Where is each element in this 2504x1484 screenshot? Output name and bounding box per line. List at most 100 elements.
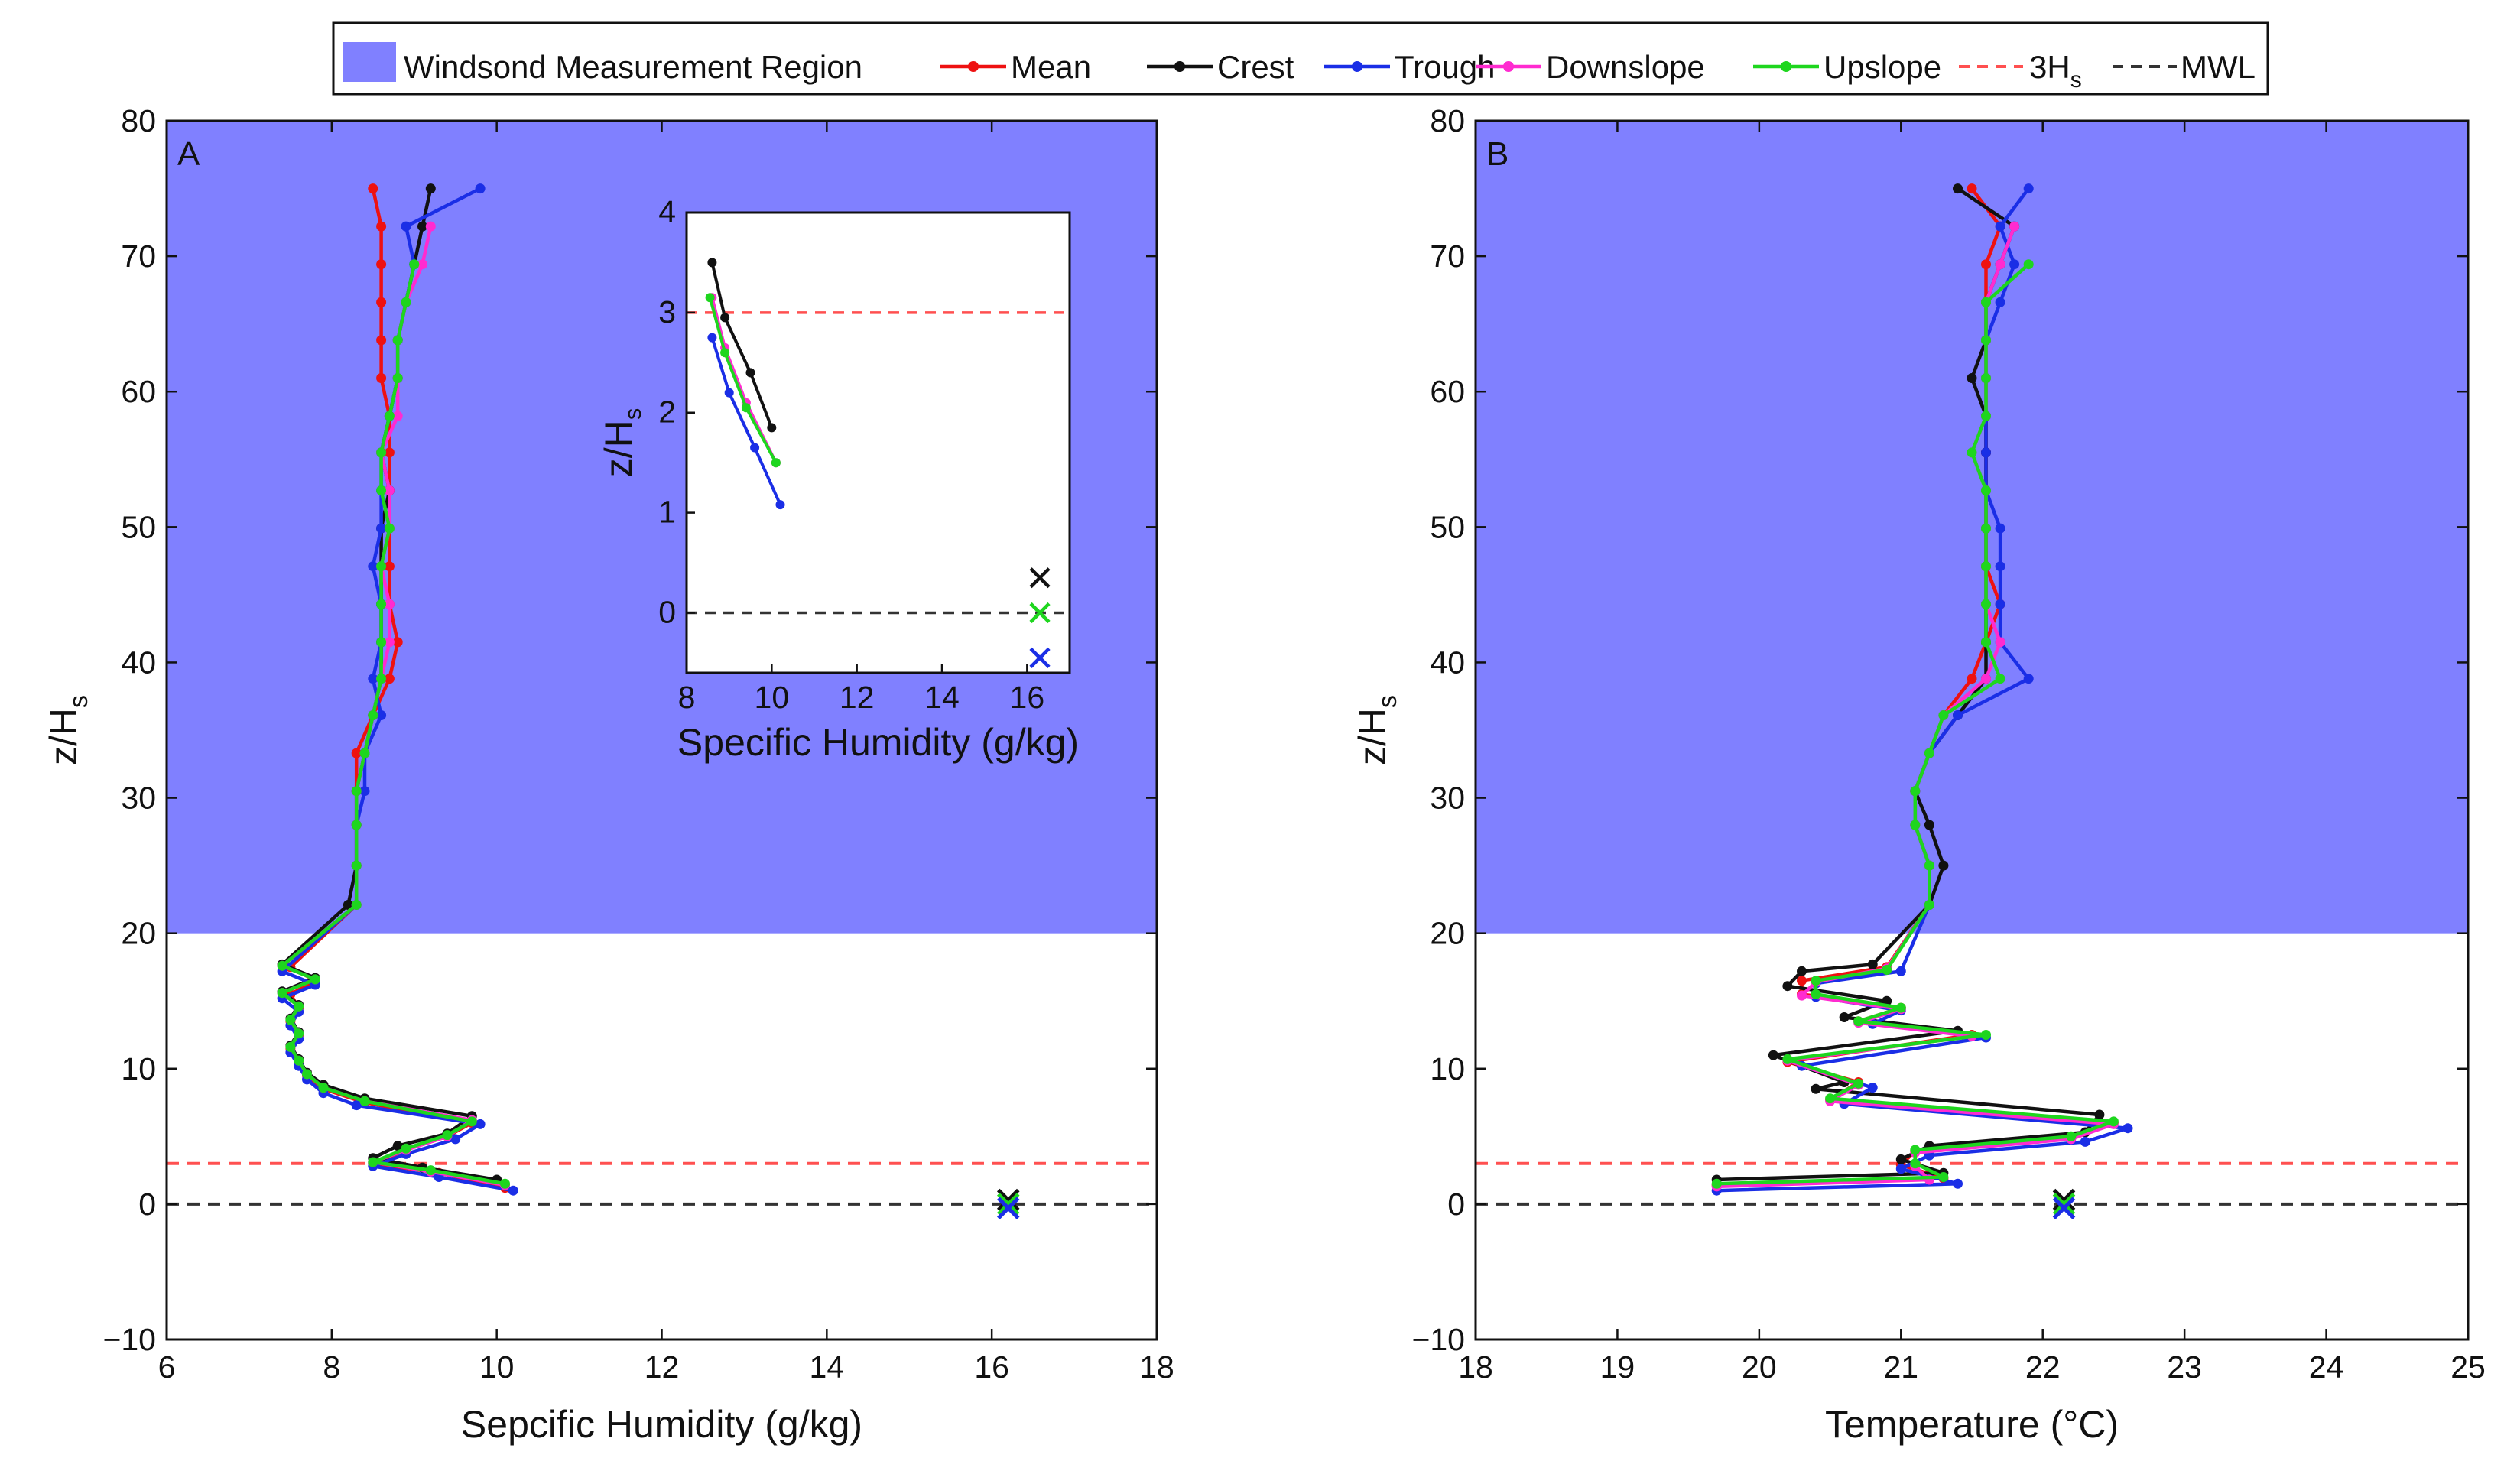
- data-point-trough: [351, 1100, 362, 1111]
- legend: Windsond Measurement Region Mean Crest Trou…: [332, 21, 2269, 96]
- data-point-upslope: [401, 297, 411, 307]
- inset-x-tick-label: 12: [840, 680, 875, 715]
- data-point-upslope: [1981, 637, 1991, 648]
- data-point-upslope: [1981, 485, 1991, 495]
- data-point-trough: [1953, 1178, 1963, 1189]
- y-tick-label: 0: [138, 1187, 156, 1222]
- y-tick-label: 70: [1430, 239, 1465, 274]
- cross-marker-crest: [2052, 1188, 2076, 1212]
- data-point-trough: [2080, 1136, 2090, 1147]
- data-point-upslope: [1938, 710, 1949, 720]
- data-point-crest: [2094, 1109, 2105, 1120]
- legend-item-mwl: MWL: [2113, 49, 2256, 85]
- y-tick-label: 20: [121, 916, 156, 951]
- x-tick-label: 21: [1883, 1349, 1918, 1385]
- data-point-upslope: [310, 974, 320, 985]
- cross-marker-upslope: [996, 1193, 1020, 1216]
- data-point-upslope: [1924, 900, 1934, 910]
- data-point-crest: [1811, 1083, 1821, 1094]
- data-point-upslope: [318, 1083, 329, 1093]
- y-tick-label: 20: [1430, 916, 1465, 951]
- cross-marker-trough-inset: [1029, 647, 1051, 668]
- data-point-trough: [1867, 1083, 1878, 1093]
- inset-y-axis-label-text: z/Hs: [597, 408, 646, 478]
- data-point-upslope: [1910, 786, 1921, 797]
- data-point-mean: [1797, 976, 1807, 986]
- data-point-trough: [2122, 1123, 2133, 1134]
- data-point-downslope: [2009, 221, 2020, 232]
- legend-label-region: Windsond Measurement Region: [404, 49, 862, 85]
- data-point-trough: [1995, 221, 2005, 232]
- data-point-upslope: [1711, 1178, 1722, 1189]
- data-point-upslope: [1910, 820, 1921, 830]
- legend-item-region: Windsond Measurement Region: [343, 42, 862, 85]
- data-point-upslope: [1981, 523, 1991, 534]
- x-tick-label: 6: [158, 1349, 176, 1385]
- data-point-trough: [401, 221, 411, 232]
- data-point-mean: [384, 561, 395, 572]
- data-point-trough-inset: [775, 500, 785, 510]
- data-point-upslope: [285, 1041, 296, 1052]
- data-point-upslope-inset: [771, 458, 781, 468]
- data-point-mean: [392, 637, 403, 648]
- data-point-crest: [1924, 820, 1934, 830]
- data-point-upslope: [351, 860, 362, 871]
- data-point-upslope: [2023, 259, 2034, 270]
- inset-y-tick-label: 0: [658, 594, 676, 629]
- data-point-upslope: [2108, 1116, 2119, 1127]
- cross-marker-trough: [996, 1197, 1020, 1219]
- inset-y-axis-label: z/Hs: [597, 408, 646, 478]
- y-axis-label: z/Hs: [1351, 695, 1402, 765]
- series-line-crest-inset: [710, 261, 774, 429]
- data-point-upslope: [1981, 561, 1991, 572]
- cross-marker-trough: [2052, 1197, 2076, 1219]
- legend-marker-downslope: [1503, 61, 1514, 72]
- data-point-crest-inset: [767, 423, 777, 433]
- y-tick-label: −10: [1411, 1322, 1465, 1357]
- cross-marker-upslope-inset: [1029, 602, 1051, 624]
- data-point-upslope: [376, 599, 387, 609]
- data-point-crest: [417, 221, 427, 232]
- data-point-trough: [475, 183, 486, 194]
- data-point-upslope: [500, 1178, 510, 1189]
- y-axis-label-subscript: s: [1373, 695, 1402, 708]
- data-point-upslope: [1782, 1054, 1793, 1064]
- data-point-upslope: [351, 900, 362, 910]
- data-point-upslope: [442, 1130, 453, 1141]
- data-point-upslope: [1924, 748, 1934, 758]
- x-tick-label: 24: [2309, 1349, 2344, 1385]
- data-point-crest: [392, 1141, 403, 1151]
- data-point-upslope: [409, 259, 420, 270]
- data-point-mean: [376, 259, 387, 270]
- measurement-region: [1476, 121, 2468, 934]
- data-point-trough-inset: [750, 443, 760, 453]
- data-point-upslope: [376, 485, 387, 495]
- data-point-upslope: [1825, 1093, 1836, 1104]
- x-tick-label: 18: [1458, 1349, 1493, 1385]
- inset-y-tick-label: 1: [658, 495, 676, 530]
- data-point-downslope: [1995, 637, 2005, 648]
- data-point-mean: [376, 373, 387, 383]
- y-axis-label-main: z/H: [1351, 708, 1394, 765]
- data-point-upslope: [359, 1096, 370, 1106]
- inset-x-tick-label: 10: [755, 680, 790, 715]
- y-tick-label: 40: [1430, 645, 1465, 680]
- data-point-trough: [2023, 183, 2034, 194]
- data-point-mean: [368, 183, 378, 194]
- y-tick-label: 30: [121, 781, 156, 816]
- data-point-trough: [1995, 297, 2005, 307]
- x-tick-label: 14: [810, 1349, 845, 1385]
- data-point-upslope: [1981, 297, 1991, 307]
- data-point-upslope: [368, 1157, 378, 1167]
- data-point-trough: [2009, 259, 2020, 270]
- legend-marker-upslope: [1781, 61, 1791, 72]
- data-point-upslope: [425, 1165, 436, 1176]
- data-point-trough-inset: [707, 333, 717, 343]
- data-point-mean: [376, 335, 387, 346]
- cross-marker-crest: [996, 1188, 1020, 1212]
- data-point-trough: [1995, 599, 2005, 609]
- x-axis-label: Temperature (°C): [1825, 1403, 2119, 1446]
- x-tick-label: 18: [1139, 1349, 1174, 1385]
- data-point-mean: [384, 447, 395, 458]
- data-point-crest: [425, 183, 436, 194]
